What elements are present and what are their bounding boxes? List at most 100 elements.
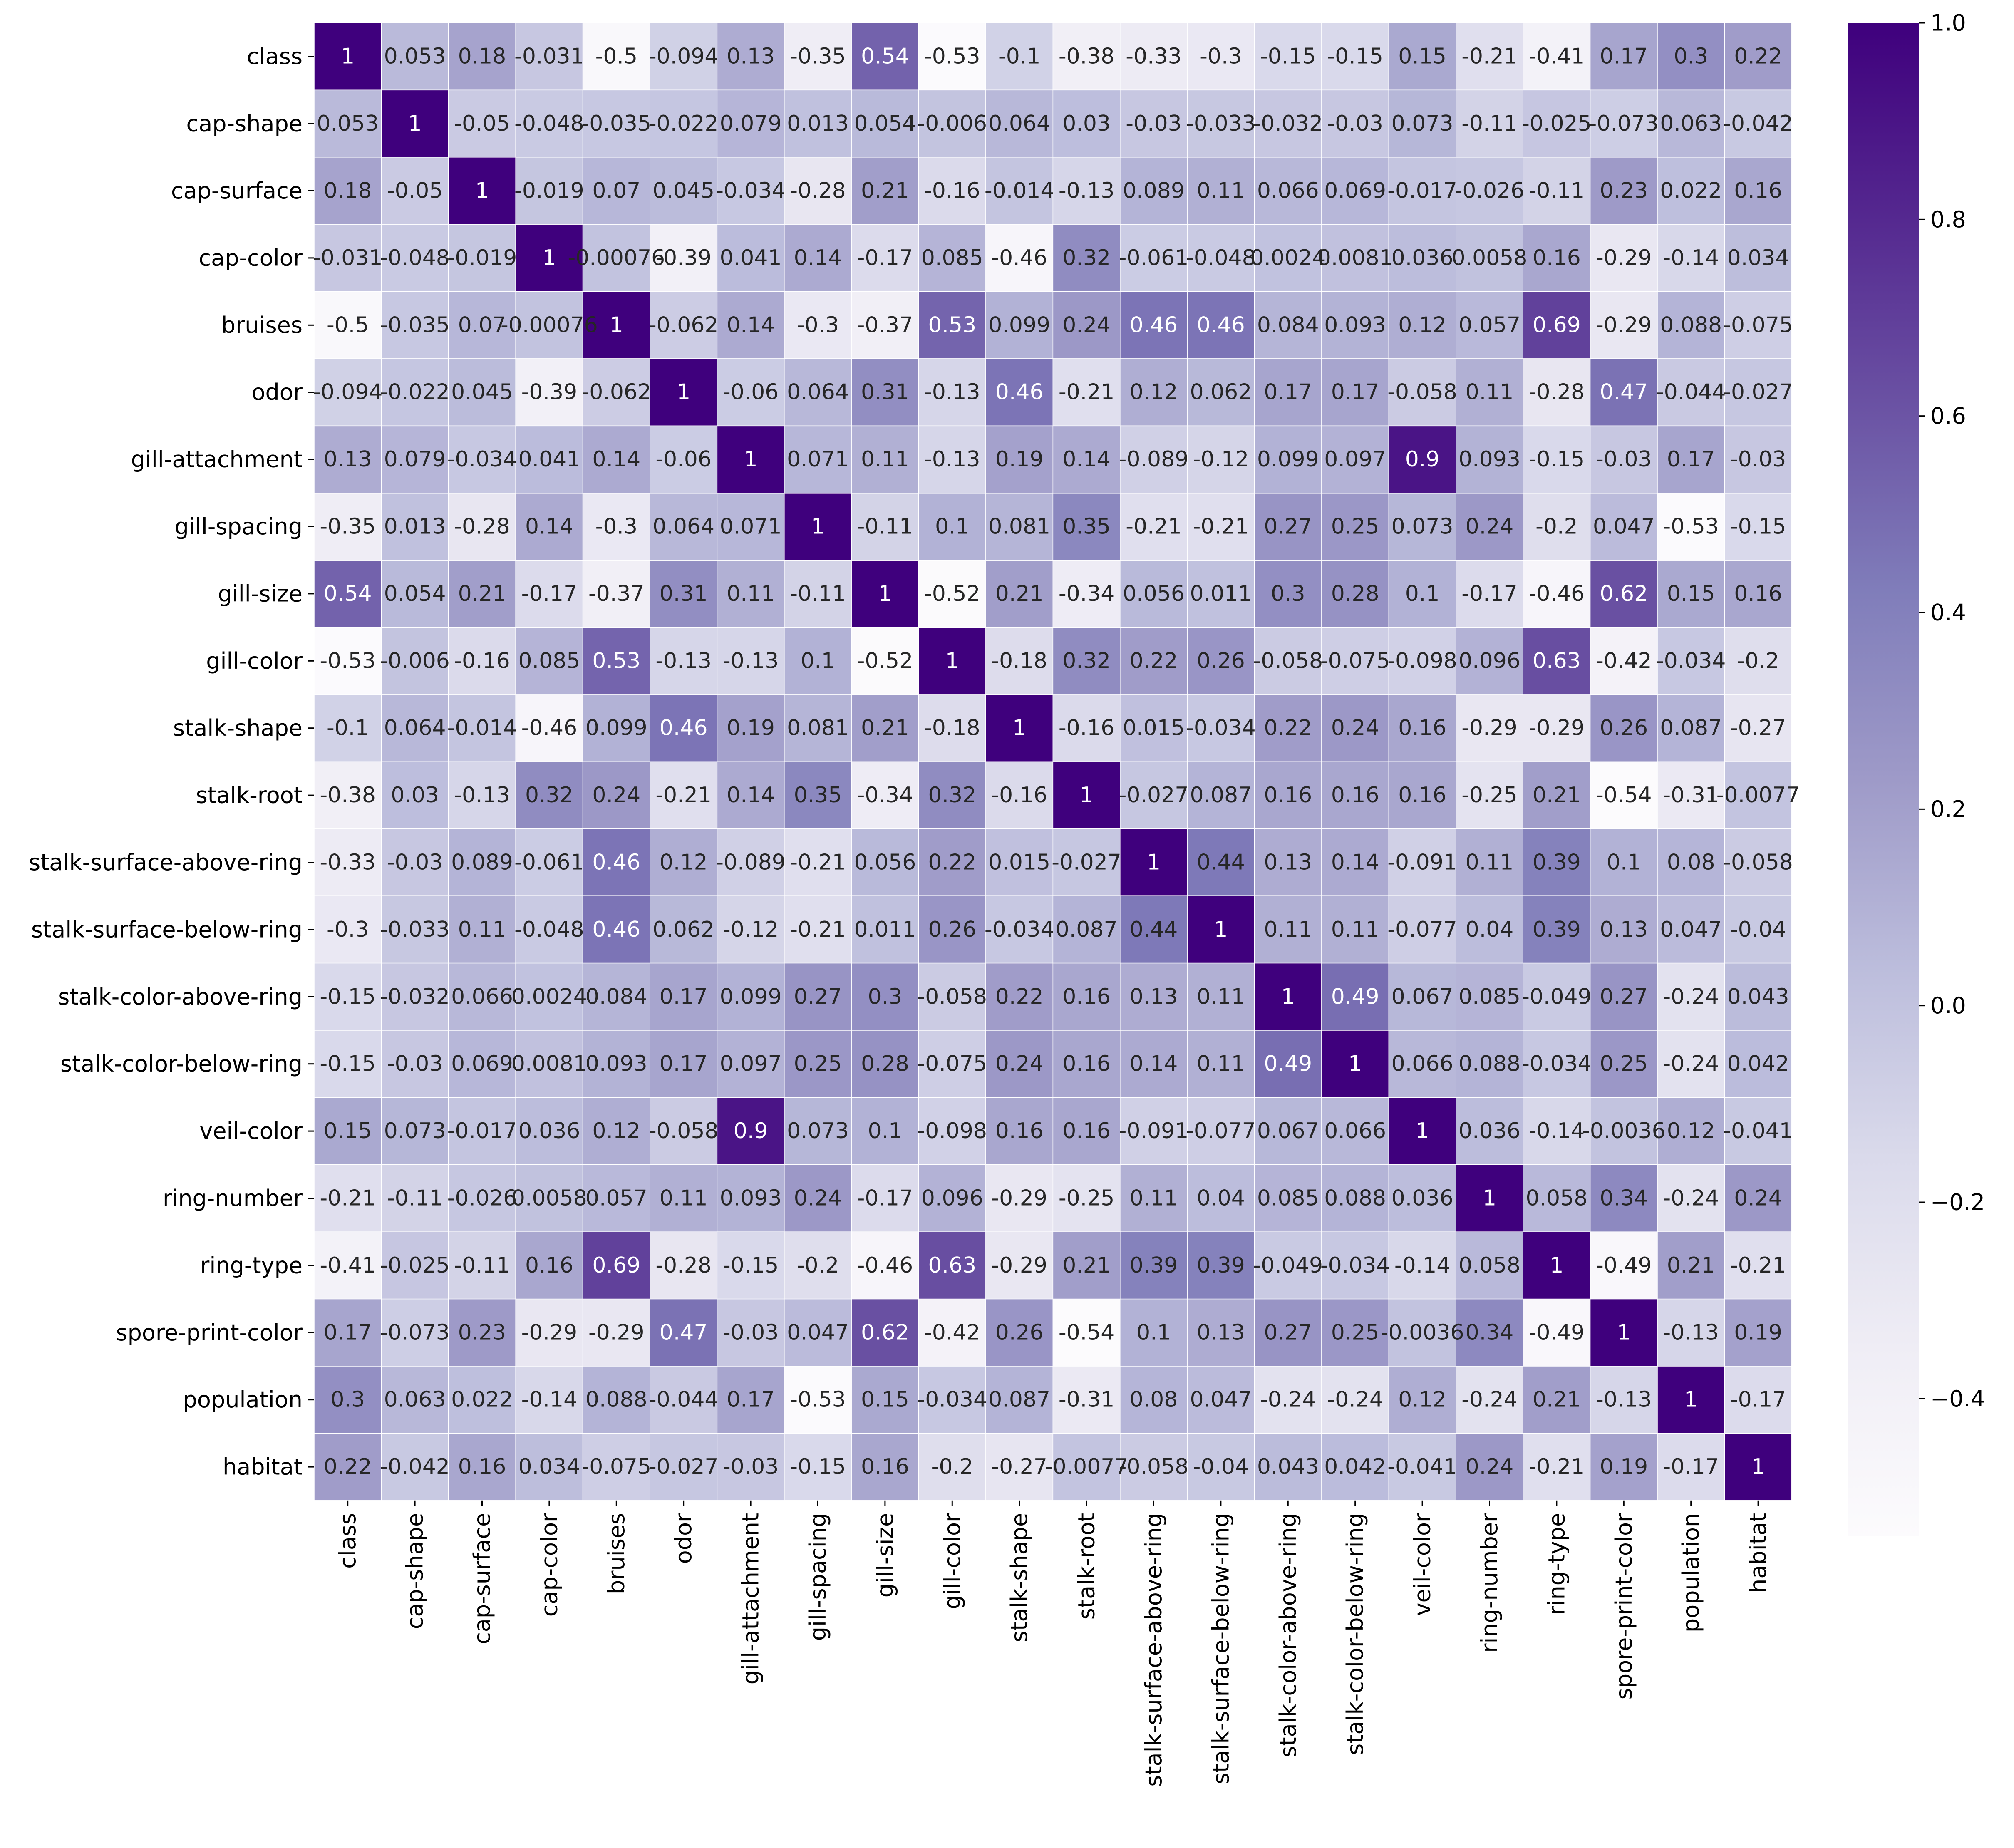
heatmap-cell [1590,291,1658,359]
heatmap-cell [1523,493,1591,561]
cell-annotation: 0.085 [1458,984,1520,1009]
cell-annotation: -0.11 [387,1186,443,1211]
cell-annotation: -0.14 [1529,1119,1585,1144]
heatmap-cell [515,1030,583,1098]
heatmap-cell [448,1298,516,1367]
heatmap-cell [1456,627,1523,695]
heatmap-cell [1590,1097,1658,1165]
cell-annotation: 0.24 [1466,1454,1514,1479]
cell-annotation: -0.019 [514,179,584,203]
cell-annotation: 0.073 [1391,514,1453,539]
heatmap-cell [918,358,986,427]
heatmap-cell [1724,358,1792,427]
heatmap-cell [985,895,1054,964]
cell-annotation: -0.03 [1596,447,1652,472]
cell-annotation: -0.075 [1320,648,1390,673]
x-tick-label: stalk-surface-below-ring [1208,1513,1234,1784]
heatmap-cell [851,627,919,695]
heatmap-cell [650,694,718,762]
heatmap-cell [381,560,449,628]
heatmap-cell [1523,291,1591,359]
cell-annotation: 0.14 [1130,1052,1178,1077]
cell-annotation: 0.17 [1264,380,1312,405]
heatmap-cell [1456,962,1523,1031]
heatmap-cell [1724,425,1792,494]
cell-annotation: 0.39 [1533,917,1581,942]
heatmap-cell [1590,1433,1658,1501]
cell-annotation: -0.03 [1730,447,1786,472]
heatmap-cell [918,224,986,292]
cell-annotation: 0.24 [1466,514,1514,539]
cell-annotation: -0.027 [1723,380,1793,405]
heatmap-cell [448,1231,516,1300]
heatmap-cell [650,22,718,91]
cell-annotation: -0.042 [380,1454,450,1479]
cell-annotation: -0.14 [1394,1253,1451,1278]
heatmap-cell [1254,157,1322,225]
heatmap-cell [1456,1164,1523,1232]
cell-annotation: 0.16 [1062,1052,1111,1077]
heatmap-cell [1456,1030,1523,1098]
heatmap-cell [1254,694,1322,762]
colorbar-tick-label: 1.0 [1930,10,1966,36]
cell-annotation: -0.033 [380,917,450,942]
cell-annotation: 0.07 [458,313,506,337]
heatmap-cell [1724,493,1792,561]
cell-annotation: 0.062 [652,917,714,942]
cell-annotation: 0.22 [1734,44,1782,69]
heatmap-cell [1120,1366,1188,1434]
heatmap-cell [1321,291,1389,359]
heatmap-cell [1187,694,1255,762]
cell-annotation: -0.025 [1522,111,1592,136]
heatmap-cell [650,425,718,494]
cell-annotation: -0.42 [1596,648,1652,673]
cell-annotation: -0.06 [723,380,779,405]
heatmap-cell [1657,358,1725,427]
heatmap-cell [1187,962,1255,1031]
heatmap-cell [448,895,516,964]
cell-annotation: -0.11 [454,1253,510,1278]
heatmap-cell [784,291,852,359]
heatmap-cell [1052,1366,1121,1434]
heatmap-cell [1120,560,1188,628]
cell-annotation: 1 [1012,716,1026,741]
heatmap-cell [985,1164,1054,1232]
cell-annotation: 0.25 [794,1052,842,1077]
cell-annotation: 0.045 [451,380,513,405]
cell-annotation: -0.026 [447,1186,517,1211]
cell-annotation: 0.35 [1062,514,1111,539]
cell-annotation: -0.54 [1596,783,1652,808]
heatmap-cell [650,1366,718,1434]
cell-annotation: -0.24 [1461,1387,1518,1412]
heatmap-cell [381,761,449,829]
cell-annotation: 0.053 [317,111,379,136]
heatmap-cell [1724,157,1792,225]
cell-annotation: -0.11 [1529,179,1585,203]
heatmap-cell [1321,694,1389,762]
cell-annotation: 0.17 [324,1320,372,1345]
cell-annotation: 0.066 [1324,1119,1386,1144]
heatmap-cell [314,1433,382,1501]
cell-annotation: -0.034 [985,917,1054,942]
cell-annotation: 0.14 [794,246,842,270]
cell-annotation: 0.11 [1466,380,1514,405]
heatmap-cell [1254,761,1322,829]
heatmap-cell [1120,22,1188,91]
cell-annotation: -0.048 [380,246,450,270]
cell-annotation: 1 [1751,1454,1765,1479]
cell-annotation: -0.37 [588,581,645,606]
heatmap-cell [717,560,785,628]
heatmap-cell [784,895,852,964]
cell-annotation: 0.62 [861,1320,909,1345]
cell-annotation: 0.22 [1130,648,1178,673]
heatmap-cell [650,157,718,225]
cell-annotation: 0.16 [1062,984,1111,1009]
heatmap-cell [717,962,785,1031]
cell-annotation: -0.061 [514,850,584,875]
y-tick-label: bruises [221,312,303,338]
cell-annotation: 0.093 [585,1052,647,1077]
y-tick-label: stalk-root [196,782,303,809]
cell-annotation: 0.23 [458,1320,506,1345]
cell-annotation: 0.045 [652,179,714,203]
cell-annotation: -0.073 [1589,111,1659,136]
